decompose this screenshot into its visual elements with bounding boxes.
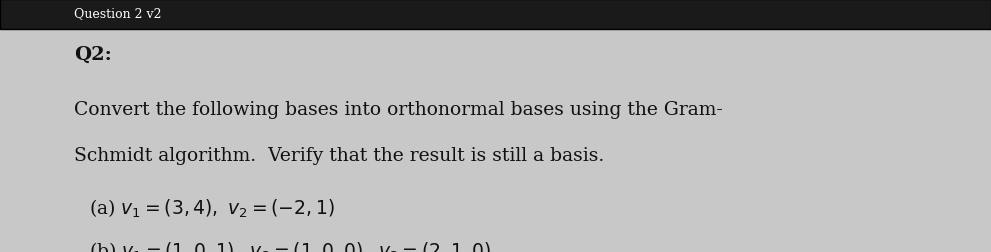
Text: Schmidt algorithm.  Verify that the result is still a basis.: Schmidt algorithm. Verify that the resul…: [74, 146, 605, 164]
Text: (a) $v_1 = (3, 4),\ v_2 = (-2, 1)$: (a) $v_1 = (3, 4),\ v_2 = (-2, 1)$: [89, 197, 335, 219]
Text: Question 2 v2: Question 2 v2: [74, 8, 162, 20]
FancyBboxPatch shape: [0, 0, 991, 30]
Text: Convert the following bases into orthonormal bases using the Gram-: Convert the following bases into orthono…: [74, 101, 723, 119]
Text: (b) $v_1 = (1, 0, 1),\ v_2 = (1, 0, 0),\ v_3 = (2, 1, 0)$: (b) $v_1 = (1, 0, 1),\ v_2 = (1, 0, 0),\…: [89, 239, 492, 252]
Text: Q2:: Q2:: [74, 45, 112, 63]
